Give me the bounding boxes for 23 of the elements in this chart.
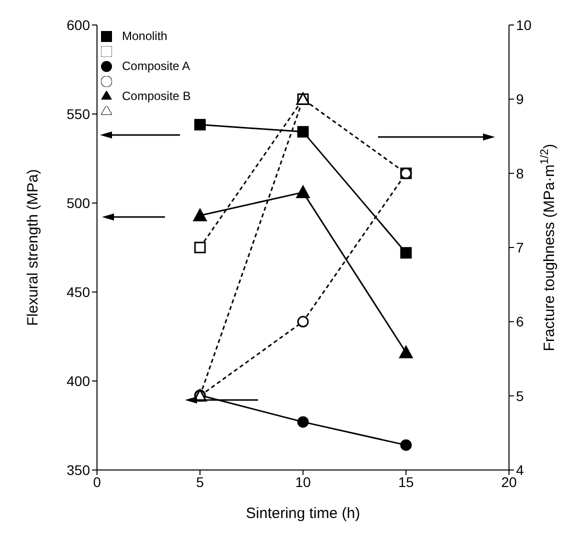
legend-label: Monolith xyxy=(122,29,168,43)
x-tick-label: 5 xyxy=(196,474,204,490)
y-axis-title: Flexural strength (MPa) xyxy=(24,169,42,326)
x-tick-label: 10 xyxy=(295,474,311,490)
x-tick-label: 20 xyxy=(501,474,517,490)
y2-tick-label: 5 xyxy=(516,388,524,404)
y-tick-label: 400 xyxy=(66,372,90,389)
x-tick-label: 0 xyxy=(93,474,102,490)
y-tick-label: 350 xyxy=(66,462,90,478)
y2-tick-label: 7 xyxy=(516,239,524,256)
x-axis-title: Sintering time (h) xyxy=(246,505,360,522)
y2-tick-label: 8 xyxy=(516,165,524,182)
legend-label: Composite A xyxy=(122,59,190,73)
y-tick-label: 600 xyxy=(66,16,90,33)
y-tick-label: 450 xyxy=(66,284,90,300)
y2-tick-label: 4 xyxy=(516,462,524,478)
x-tick-label: 15 xyxy=(398,474,414,490)
y2-tick-label: 6 xyxy=(516,314,524,330)
y2-tick-label: 9 xyxy=(516,91,524,108)
y2-tick-label: 10 xyxy=(516,16,532,33)
y-tick-label: 500 xyxy=(66,194,90,211)
y-tick-label: 550 xyxy=(66,106,90,122)
legend-label: Composite B xyxy=(122,89,191,103)
